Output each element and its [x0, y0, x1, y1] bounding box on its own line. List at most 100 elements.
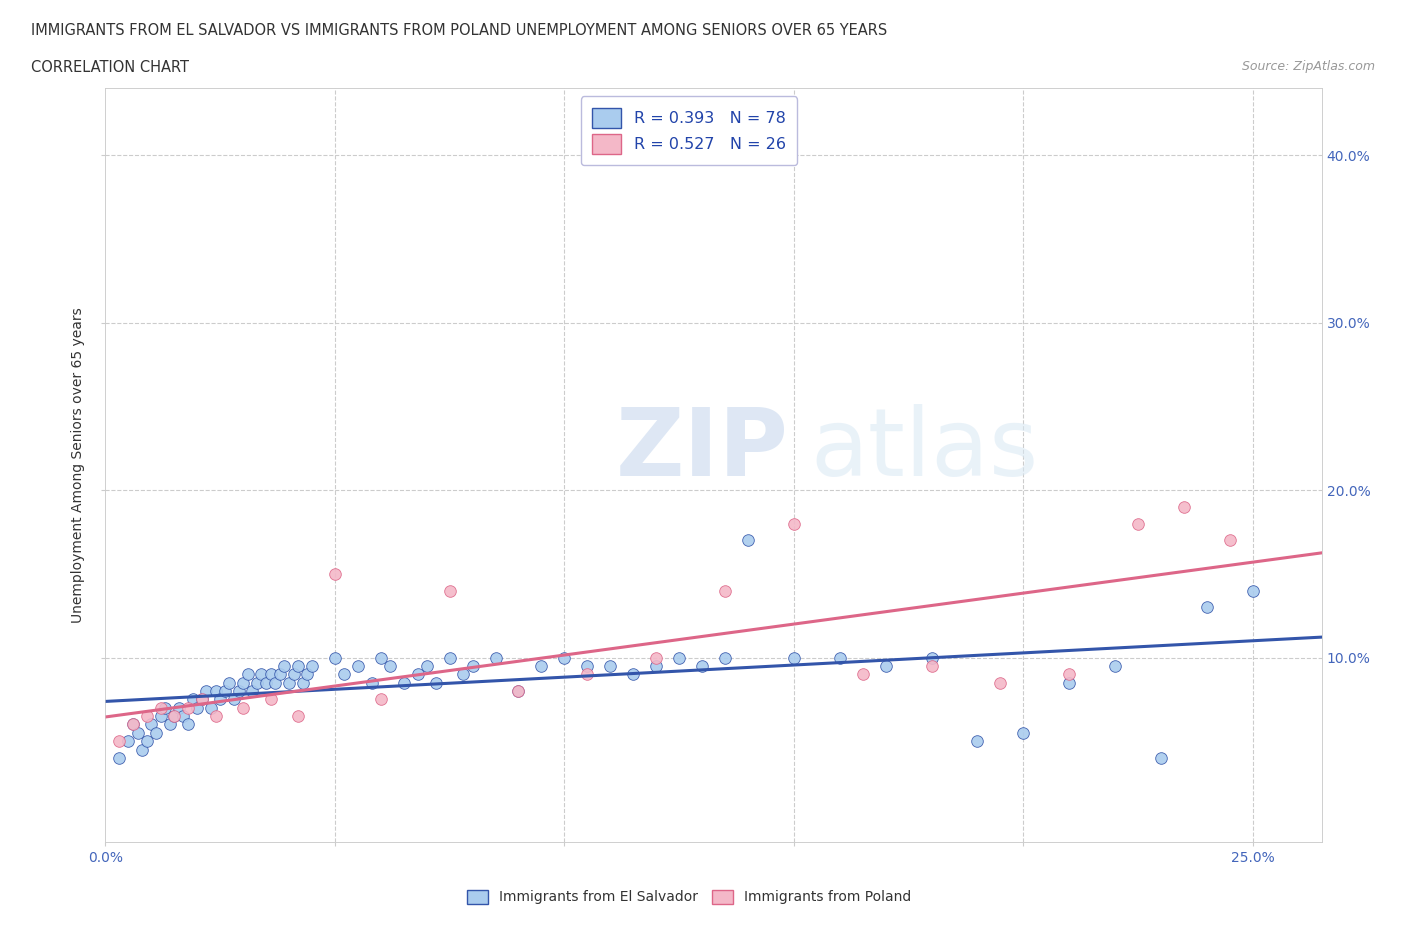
- Point: [439, 583, 461, 598]
- Point: [127, 725, 149, 740]
- Point: [370, 650, 392, 665]
- Point: [1104, 658, 1126, 673]
- Point: [378, 658, 401, 673]
- Point: [122, 717, 145, 732]
- Point: [163, 709, 186, 724]
- Point: [828, 650, 851, 665]
- Point: [1057, 675, 1080, 690]
- Point: [530, 658, 553, 673]
- Point: [250, 667, 273, 682]
- Point: [668, 650, 690, 665]
- Point: [232, 675, 254, 690]
- Point: [269, 667, 291, 682]
- Point: [291, 675, 314, 690]
- Point: [576, 667, 599, 682]
- Point: [360, 675, 382, 690]
- Point: [209, 692, 232, 707]
- Point: [181, 692, 204, 707]
- Point: [461, 658, 484, 673]
- Point: [406, 667, 429, 682]
- Point: [240, 684, 263, 698]
- Point: [177, 717, 200, 732]
- Text: atlas: atlas: [811, 404, 1039, 496]
- Point: [1195, 600, 1218, 615]
- Point: [214, 684, 236, 698]
- Point: [159, 717, 181, 732]
- Point: [232, 700, 254, 715]
- Point: [1219, 533, 1241, 548]
- Point: [392, 675, 415, 690]
- Point: [222, 692, 245, 707]
- Point: [1150, 751, 1173, 765]
- Point: [645, 650, 668, 665]
- Point: [347, 658, 370, 673]
- Point: [553, 650, 575, 665]
- Point: [283, 667, 305, 682]
- Point: [153, 700, 176, 715]
- Point: [783, 650, 806, 665]
- Point: [108, 751, 131, 765]
- Point: [246, 675, 269, 690]
- Point: [690, 658, 713, 673]
- Point: [117, 734, 139, 749]
- Point: [921, 658, 943, 673]
- Point: [141, 717, 163, 732]
- Point: [287, 709, 309, 724]
- Point: [287, 658, 309, 673]
- Point: [254, 675, 277, 690]
- Point: [172, 709, 194, 724]
- Text: Source: ZipAtlas.com: Source: ZipAtlas.com: [1241, 60, 1375, 73]
- Point: [273, 658, 295, 673]
- Point: [508, 684, 530, 698]
- Text: IMMIGRANTS FROM EL SALVADOR VS IMMIGRANTS FROM POLAND UNEMPLOYMENT AMONG SENIORS: IMMIGRANTS FROM EL SALVADOR VS IMMIGRANT…: [31, 23, 887, 38]
- Point: [131, 742, 153, 757]
- Point: [714, 583, 737, 598]
- Point: [370, 692, 392, 707]
- Point: [508, 684, 530, 698]
- Point: [990, 675, 1012, 690]
- Point: [645, 658, 668, 673]
- Point: [278, 675, 301, 690]
- Text: ZIP: ZIP: [616, 404, 789, 496]
- Point: [236, 667, 259, 682]
- Point: [1012, 725, 1035, 740]
- Point: [149, 700, 172, 715]
- Point: [425, 675, 447, 690]
- Point: [191, 692, 214, 707]
- Point: [852, 667, 875, 682]
- Point: [204, 684, 226, 698]
- Point: [875, 658, 897, 673]
- Point: [135, 709, 157, 724]
- Point: [921, 650, 943, 665]
- Point: [163, 709, 186, 724]
- Point: [439, 650, 461, 665]
- Point: [1126, 516, 1149, 531]
- Point: [576, 658, 599, 673]
- Point: [415, 658, 437, 673]
- Point: [783, 516, 806, 531]
- Point: [167, 700, 190, 715]
- Point: [737, 533, 759, 548]
- Text: CORRELATION CHART: CORRELATION CHART: [31, 60, 188, 75]
- Point: [122, 717, 145, 732]
- Point: [145, 725, 167, 740]
- Point: [599, 658, 621, 673]
- Point: [621, 667, 644, 682]
- Point: [301, 658, 323, 673]
- Point: [453, 667, 475, 682]
- Point: [1173, 499, 1195, 514]
- Point: [333, 667, 356, 682]
- Point: [200, 700, 222, 715]
- Point: [714, 650, 737, 665]
- Point: [228, 684, 250, 698]
- Y-axis label: Unemployment Among Seniors over 65 years: Unemployment Among Seniors over 65 years: [72, 307, 86, 623]
- Point: [195, 684, 218, 698]
- Point: [108, 734, 131, 749]
- Point: [135, 734, 157, 749]
- Point: [323, 650, 346, 665]
- Point: [186, 700, 208, 715]
- Point: [297, 667, 319, 682]
- Point: [484, 650, 506, 665]
- Point: [191, 692, 214, 707]
- Point: [149, 709, 172, 724]
